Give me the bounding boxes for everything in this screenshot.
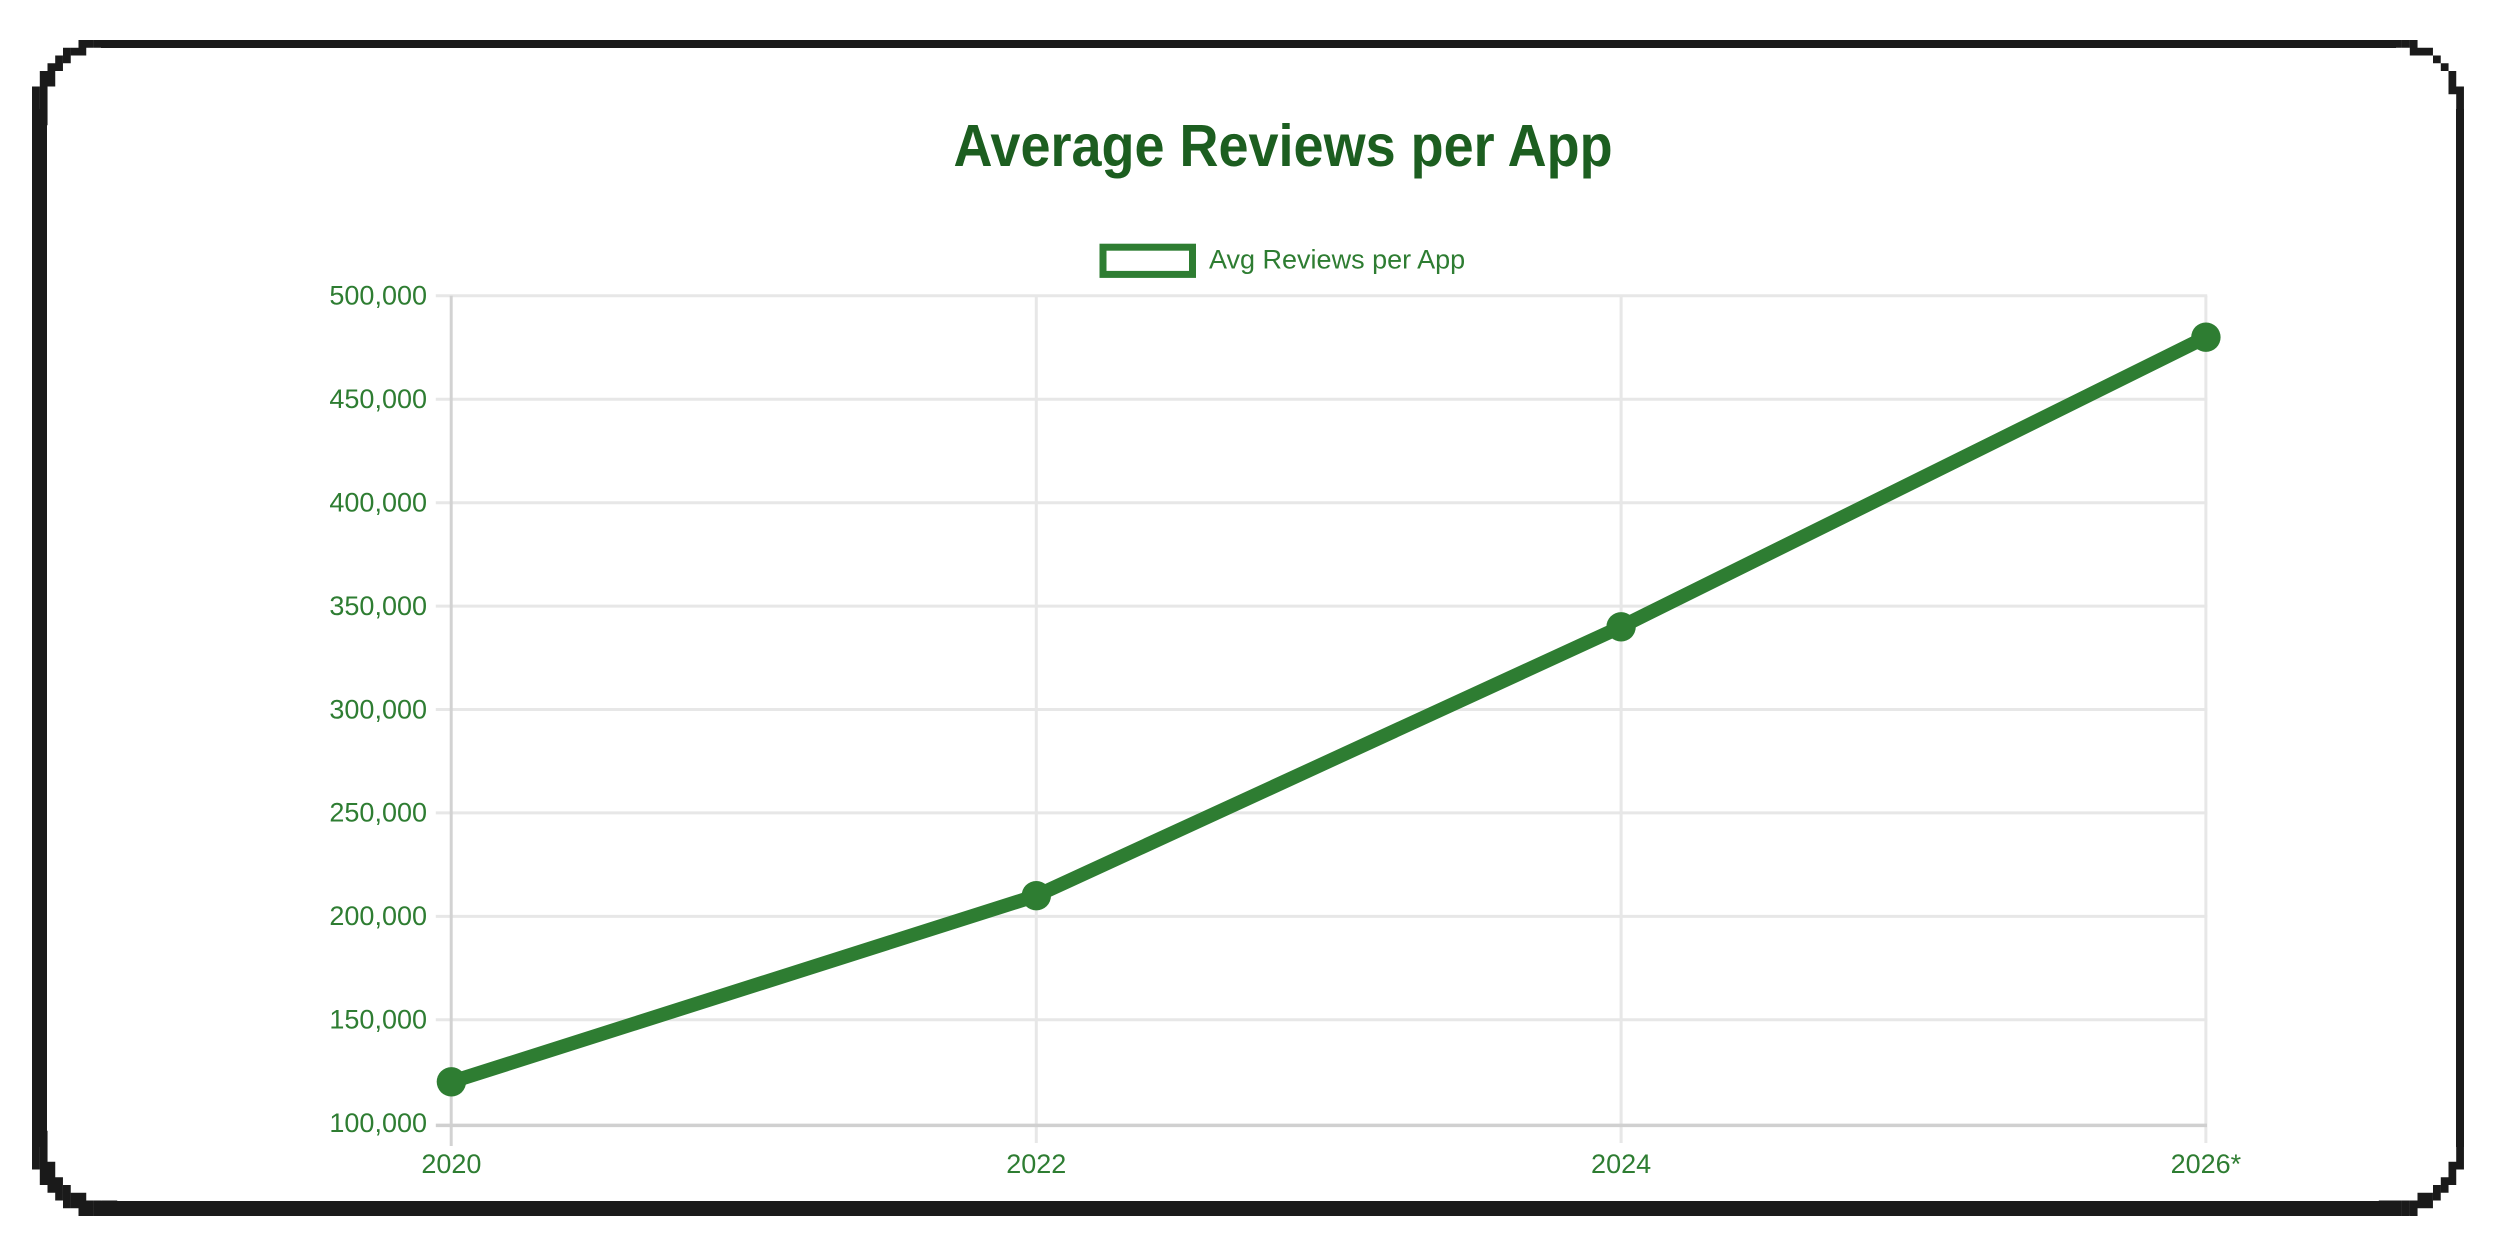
svg-text:100,000: 100,000: [329, 1108, 427, 1138]
svg-text:500,000: 500,000: [329, 281, 427, 311]
svg-text:2024: 2024: [1591, 1149, 1651, 1179]
svg-text:150,000: 150,000: [329, 1005, 427, 1035]
svg-text:Average Reviews per App: Average Reviews per App: [953, 114, 1612, 180]
svg-text:2020: 2020: [421, 1149, 481, 1179]
svg-text:Avg Reviews per App: Avg Reviews per App: [1209, 245, 1465, 275]
svg-text:450,000: 450,000: [329, 384, 427, 414]
svg-text:2026*: 2026*: [2171, 1149, 2242, 1179]
svg-text:200,000: 200,000: [329, 901, 427, 931]
svg-text:400,000: 400,000: [329, 488, 427, 518]
svg-text:250,000: 250,000: [329, 798, 427, 828]
svg-text:350,000: 350,000: [329, 591, 427, 621]
svg-text:2022: 2022: [1006, 1149, 1066, 1179]
svg-text:300,000: 300,000: [329, 694, 427, 724]
